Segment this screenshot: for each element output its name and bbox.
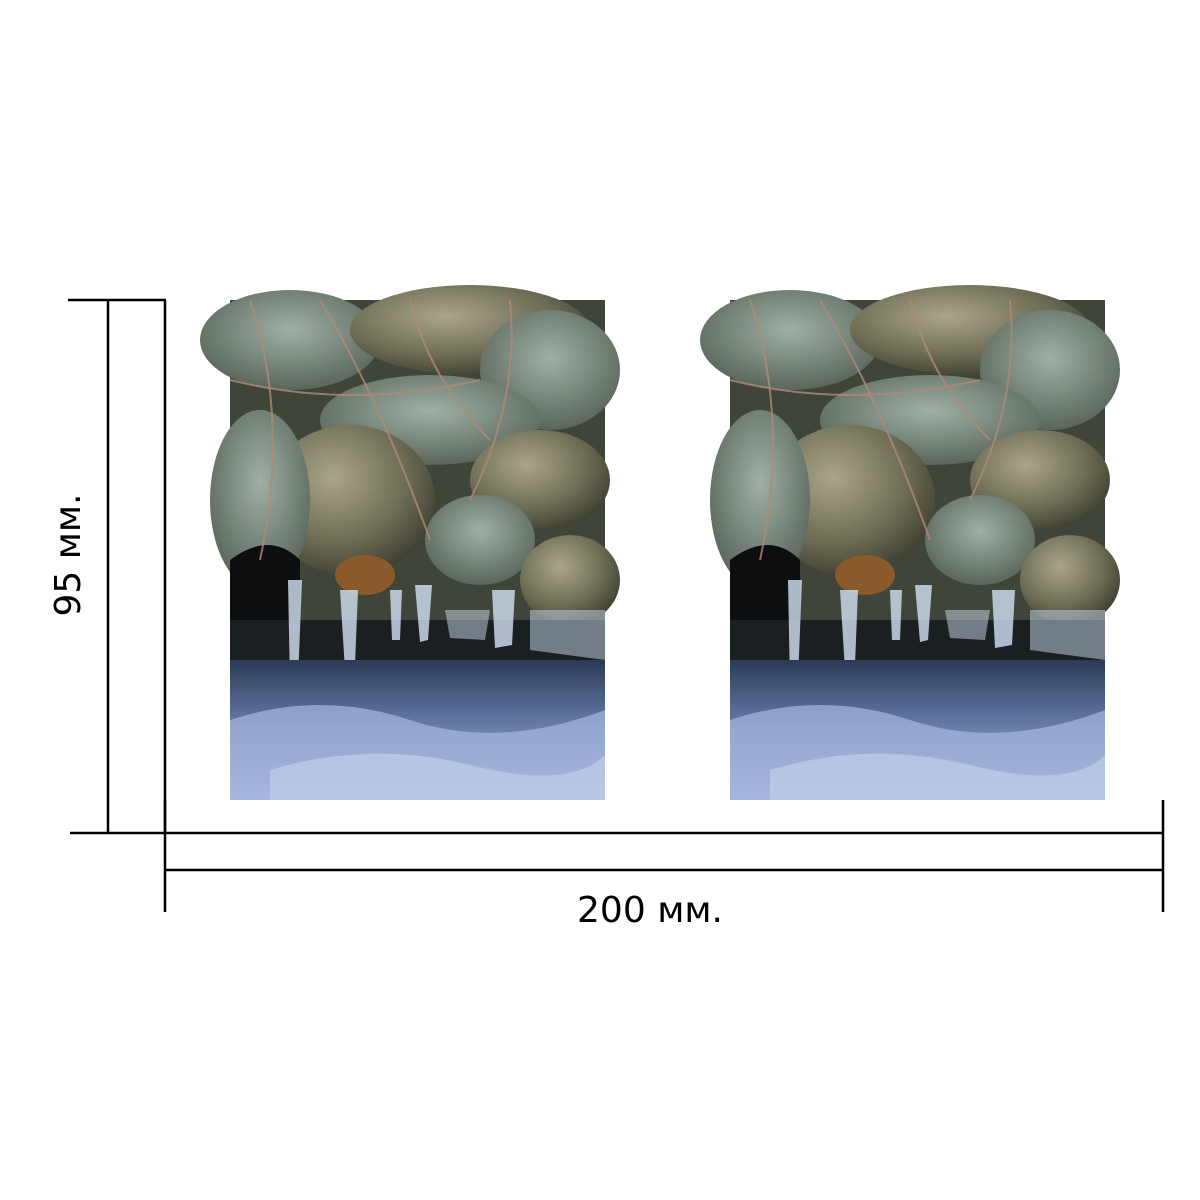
height-label: 95 мм. bbox=[48, 493, 89, 616]
height-dimension: 95 мм. bbox=[48, 298, 167, 835]
print-image-right bbox=[699, 284, 1121, 801]
width-dimension: 200 мм. bbox=[163, 800, 1165, 931]
width-label: 200 мм. bbox=[577, 890, 723, 931]
print-image-left bbox=[199, 284, 621, 801]
